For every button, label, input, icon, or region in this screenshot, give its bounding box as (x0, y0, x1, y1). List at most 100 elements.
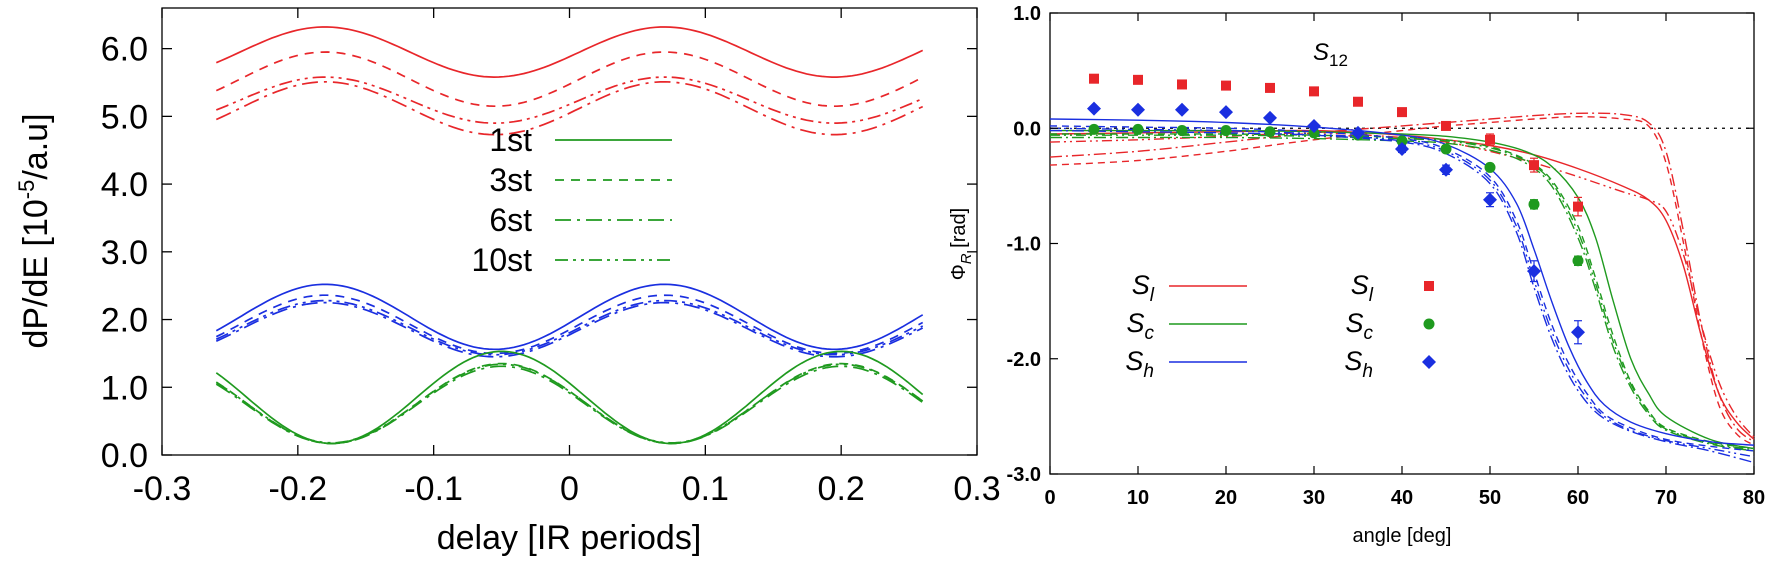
right-data-point-Sh (1571, 325, 1585, 340)
right-legend-label-main: S (1125, 346, 1143, 376)
right-annotation-sub: 12 (1329, 51, 1348, 70)
right-y-tick-label: -3.0 (1007, 464, 1041, 486)
right-y-tick-label: -1.0 (1007, 234, 1041, 256)
right-curves (1049, 112, 1755, 464)
left-ticks: -0.3 -0.2 -0.1 0 0.1 0.2 0.3 0.0 1.0 2.0 3.0 4.0 5.0… (101, 8, 1001, 508)
right-data-point-Sc (1132, 123, 1144, 135)
left-x-tick-label: 0 (560, 470, 579, 508)
right-model-curve-3 (1049, 132, 1755, 438)
right-y-tick-label: 0.0 (1013, 118, 1041, 140)
right-legend-label-main: S (1345, 308, 1363, 338)
right-legend-label-main: S (1126, 308, 1144, 338)
left-series-line-0-3 (215, 76, 924, 124)
right-data-point-Sc (1440, 143, 1452, 155)
right-legend-label: Sh (1344, 346, 1373, 382)
right-data-point-Sl (1441, 120, 1451, 131)
right-data-point-Sh (1307, 118, 1321, 133)
left-y-axis-label: dP/dE [10-5/a.u] (14, 113, 55, 348)
left-x-tick-label: -0.3 (133, 470, 192, 508)
right-data-point-Sh (1527, 264, 1541, 279)
right-legend-label-sub: l (1150, 285, 1155, 306)
right-data-point-Sl (1353, 96, 1363, 107)
right-legend-label-sub: c (1364, 323, 1374, 344)
right-model-curve-4 (1050, 129, 1755, 450)
right-data-point-Sc (1396, 135, 1408, 147)
right-model-curve-7 (1050, 134, 1755, 451)
left-y-tick-label: 5.0 (101, 98, 148, 136)
left-x-axis-label: delay [IR periods] (437, 519, 702, 557)
right-y-tick-label: 1.0 (1013, 3, 1041, 25)
right-legend-marker-swatch (1424, 281, 1434, 291)
right-x-tick-label: 60 (1567, 487, 1589, 509)
right-legend-label-sub: h (1143, 361, 1154, 382)
left-y-label-main: dP/dE [10 (17, 199, 55, 348)
right-data-point-Sc (1264, 126, 1276, 138)
left-y-tick-label: 6.0 (101, 31, 148, 69)
right-data-point-Sl (1573, 201, 1583, 212)
right-data-point-Sh (1263, 110, 1277, 125)
right-x-tick-label: 30 (1303, 487, 1325, 509)
right-model-curve-6 (1049, 136, 1755, 452)
right-y-label-sub: R (958, 253, 975, 264)
right-x-tick-label: 50 (1479, 487, 1501, 509)
right-model-curve-5 (1050, 133, 1755, 450)
right-x-tick-label: 10 (1127, 487, 1149, 509)
right-x-tick-label: 40 (1391, 487, 1413, 509)
right-data-point-Sl (1397, 107, 1407, 118)
left-x-tick-label: 0.2 (818, 470, 865, 508)
left-x-tick-label: -0.1 (404, 470, 463, 508)
right-y-axis-label: ΦR [rad] (948, 208, 975, 280)
right-data-point-Sl (1177, 79, 1187, 90)
right-plot-frame (1049, 12, 1755, 475)
right-data-point-Sl (1529, 160, 1539, 171)
right-data-point-Sh (1395, 141, 1409, 156)
right-data-point-Sh (1131, 102, 1145, 117)
right-data-point-Sh (1351, 125, 1365, 140)
left-legend-label: 1st (489, 122, 532, 158)
right-data-point-Sh (1439, 162, 1453, 177)
left-x-tick-label: 0.3 (953, 470, 1000, 508)
right-legend-label: Sl (1351, 270, 1374, 306)
right-chart: 0 10 20 30 40 50 60 70 80-3.0-2.0-1.00.01.0 SlSc… (948, 3, 1765, 547)
right-points (1087, 73, 1585, 345)
right-data-point-Sc (1088, 123, 1100, 135)
right-data-point-Sc (1220, 125, 1232, 137)
right-legend-label-main: S (1344, 346, 1362, 376)
right-ticks: 0 10 20 30 40 50 60 70 80 -3.0 -2.0 -1.0 0.0 1.0 (1007, 3, 1766, 509)
left-chart: -0.3 -0.2 -0.1 0 0.1 0.2 0.3 0.0 1.0 2.0 3.0 4.0 5.0… (14, 7, 1001, 557)
left-y-tick-label: 0.0 (101, 437, 148, 475)
right-data-point-Sc (1528, 198, 1540, 210)
right-data-point-Sh (1483, 192, 1497, 207)
right-data-point-Sc (1572, 255, 1584, 267)
right-y-label-unit: [rad] (948, 208, 970, 254)
left-series-line-0-2 (215, 80, 924, 136)
left-legend: 1st 3st 6st 10st (472, 122, 672, 278)
right-legend-label-sub: l (1369, 285, 1374, 306)
right-y-label-main: Φ (948, 264, 970, 280)
right-data-point-Sc (1176, 125, 1188, 137)
left-series-line-1-3 (215, 299, 924, 356)
left-y-label-unit: /a.u] (17, 113, 55, 179)
left-series-line-2-2 (215, 365, 924, 445)
left-curves (215, 26, 924, 445)
right-model-curve-10 (1049, 129, 1755, 464)
right-legend-label-sub: c (1145, 323, 1155, 344)
right-x-tick-label: 0 (1044, 487, 1055, 509)
right-model-curve-9 (1049, 125, 1755, 452)
right-x-axis-label: angle [deg] (1353, 525, 1452, 547)
right-legend-label-sub: h (1362, 361, 1373, 382)
right-data-point-Sh (1219, 105, 1233, 120)
right-x-tick-label: 20 (1215, 487, 1237, 509)
left-legend-label: 10st (472, 242, 533, 278)
right-legend-label: Sl (1132, 270, 1155, 306)
left-y-tick-label: 3.0 (101, 234, 148, 272)
left-y-tick-label: 4.0 (101, 166, 148, 204)
right-legend-label: Sc (1345, 308, 1373, 344)
right-legend-marker-swatch (1422, 355, 1436, 369)
left-x-tick-label: 0.1 (682, 470, 729, 508)
right-data-point-Sh (1087, 101, 1101, 116)
right-data-point-Sc (1484, 161, 1496, 173)
right-legend-marker-swatch (1423, 318, 1435, 330)
